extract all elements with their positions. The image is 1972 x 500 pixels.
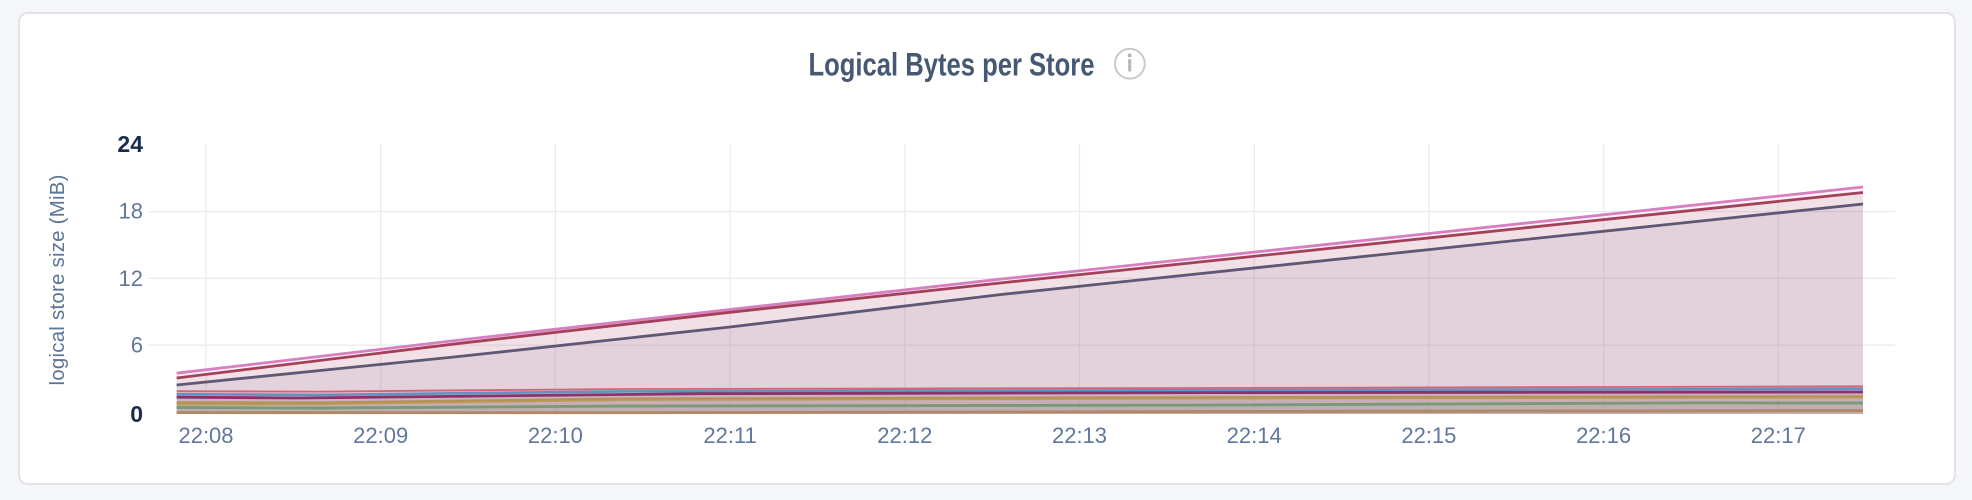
svg-text:22:10: 22:10 [528, 423, 583, 448]
svg-text:22:13: 22:13 [1052, 423, 1107, 448]
svg-text:22:12: 22:12 [877, 423, 932, 448]
svg-text:22:08: 22:08 [178, 423, 233, 448]
svg-text:6: 6 [131, 333, 143, 358]
svg-text:22:14: 22:14 [1227, 423, 1282, 448]
svg-text:24: 24 [117, 131, 143, 157]
svg-text:22:11: 22:11 [703, 423, 756, 448]
svg-text:12: 12 [119, 266, 143, 291]
svg-text:Logical Bytes per Store: Logical Bytes per Store [809, 47, 1095, 83]
svg-text:22:16: 22:16 [1576, 423, 1631, 448]
svg-text:22:15: 22:15 [1401, 423, 1456, 448]
svg-text:0: 0 [130, 401, 143, 427]
svg-text:22:17: 22:17 [1751, 423, 1806, 448]
svg-text:logical store size (MiB): logical store size (MiB) [46, 175, 69, 386]
svg-text:22:09: 22:09 [353, 423, 408, 448]
svg-text:18: 18 [119, 199, 143, 224]
